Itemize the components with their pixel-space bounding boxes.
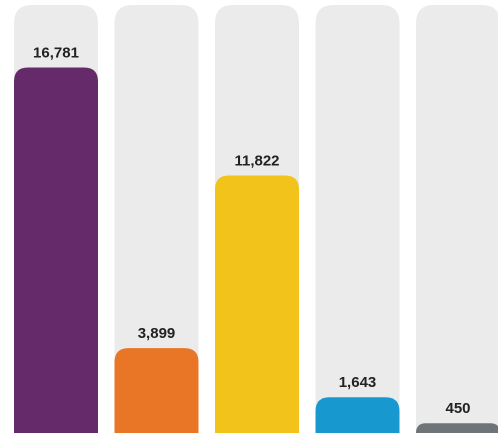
bar-value-label: 1,643 (339, 374, 377, 391)
bar (416, 423, 498, 433)
bar (114, 348, 199, 433)
value-labels: 16,781 3,899 11,822 1,643 450 (33, 44, 470, 417)
bar-track (114, 5, 199, 433)
bar-value-label: 16,781 (33, 44, 79, 61)
bar-track (416, 5, 498, 433)
bar (14, 67, 98, 434)
bars (14, 67, 498, 434)
bar-track (315, 5, 400, 433)
bar-value-label: 11,822 (234, 152, 279, 169)
bar (215, 175, 299, 433)
bar (315, 397, 400, 433)
bar-value-label: 450 (445, 400, 470, 417)
bar-value-label: 3,899 (138, 325, 176, 342)
